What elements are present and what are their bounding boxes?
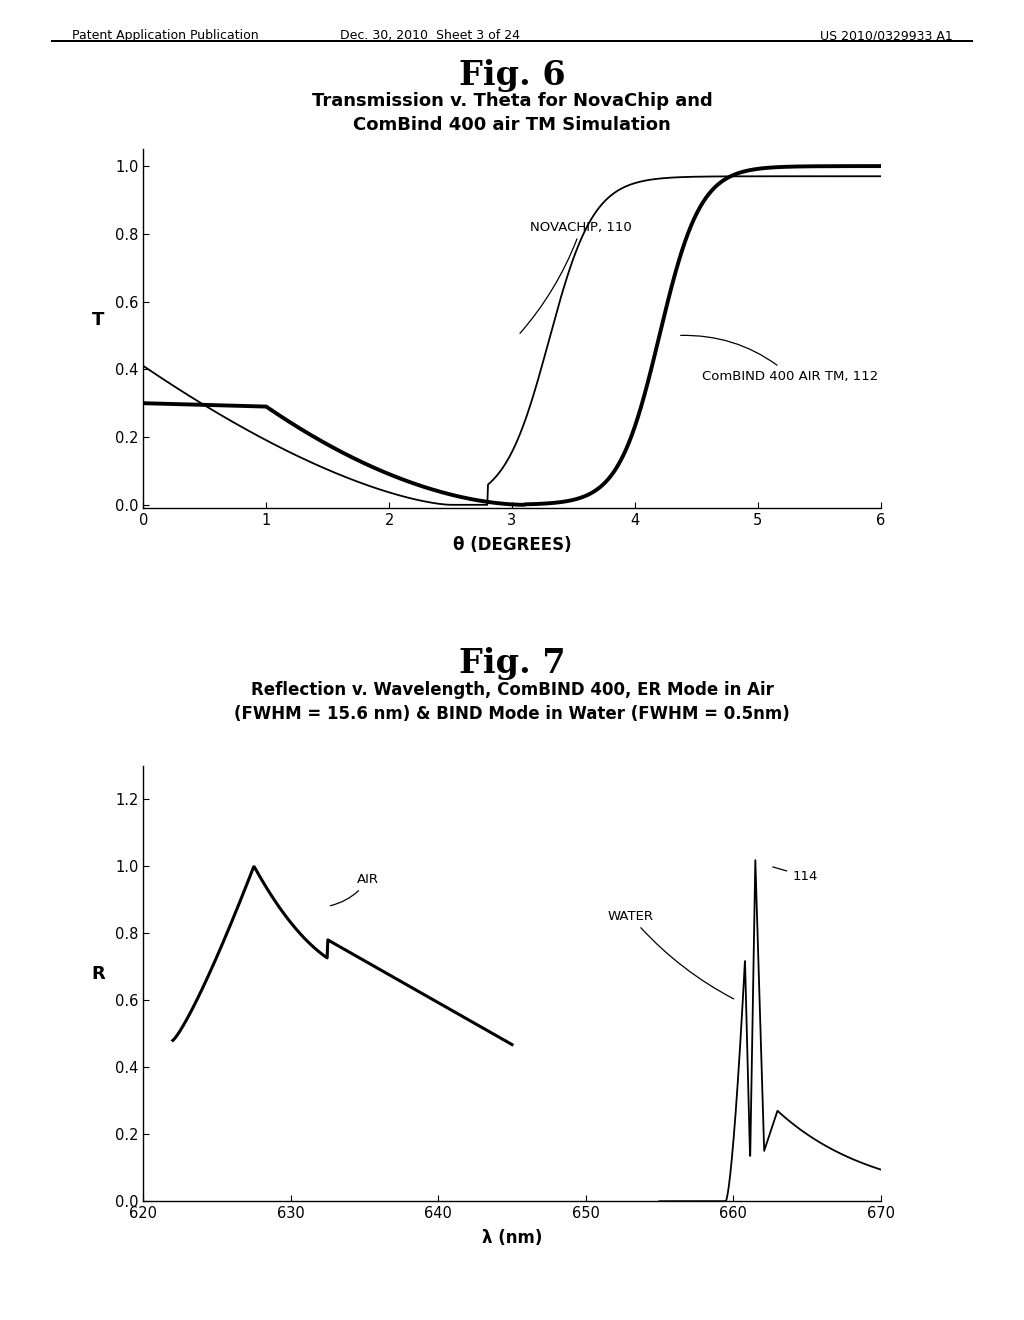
- Text: Transmission v. Theta for NovaChip and: Transmission v. Theta for NovaChip and: [311, 92, 713, 111]
- Text: Fig. 6: Fig. 6: [459, 59, 565, 92]
- Text: (FWHM = 15.6 nm) & BIND Mode in Water (FWHM = 0.5nm): (FWHM = 15.6 nm) & BIND Mode in Water (F…: [234, 705, 790, 723]
- Text: Dec. 30, 2010  Sheet 3 of 24: Dec. 30, 2010 Sheet 3 of 24: [340, 29, 520, 42]
- Text: Reflection v. Wavelength, ComBIND 400, ER Mode in Air: Reflection v. Wavelength, ComBIND 400, E…: [251, 681, 773, 700]
- Text: WATER: WATER: [608, 909, 733, 999]
- Y-axis label: T: T: [92, 310, 104, 329]
- Text: 114: 114: [773, 867, 817, 883]
- Y-axis label: R: R: [91, 965, 105, 983]
- Text: Patent Application Publication: Patent Application Publication: [72, 29, 258, 42]
- Text: AIR: AIR: [331, 873, 379, 906]
- Text: US 2010/0329933 A1: US 2010/0329933 A1: [819, 29, 952, 42]
- Text: NOVACHIP, 110: NOVACHIP, 110: [520, 220, 632, 334]
- Text: ComBIND 400 AIR TM, 112: ComBIND 400 AIR TM, 112: [681, 335, 879, 383]
- Text: ComBind 400 air TM Simulation: ComBind 400 air TM Simulation: [353, 116, 671, 135]
- Text: Fig. 7: Fig. 7: [459, 647, 565, 680]
- X-axis label: λ (nm): λ (nm): [482, 1229, 542, 1247]
- X-axis label: θ (DEGREES): θ (DEGREES): [453, 536, 571, 554]
